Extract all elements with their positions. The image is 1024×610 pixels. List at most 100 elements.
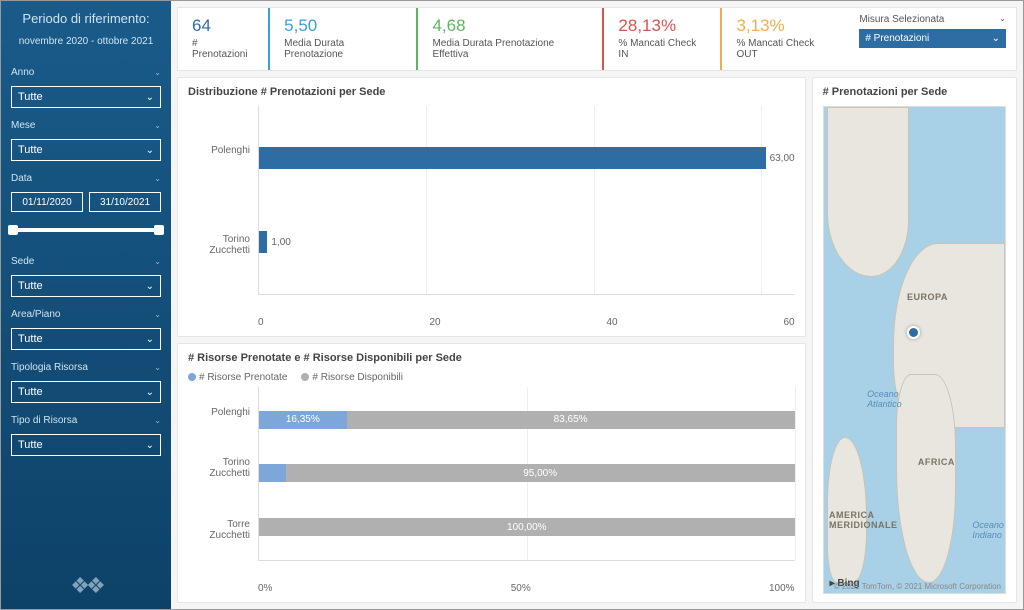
chevron-down-icon: ⌄: [154, 310, 161, 319]
map-view[interactable]: EUROPA AFRICA AMERICA MERIDIONALE Oceano…: [823, 106, 1006, 594]
filter-anno-label: Anno: [11, 67, 34, 78]
kpi-value: 28,13%: [618, 16, 706, 36]
kpi-bar: 64# Prenotazioni5,50Media Durata Prenota…: [177, 7, 1017, 71]
chart-axis-tick: 50%: [511, 583, 531, 594]
map-panel: # Prenotazioni per Sede EUROPA AFRICA AM…: [812, 77, 1017, 603]
chevron-down-icon: ⌄: [146, 440, 154, 451]
kpi-value: 64: [192, 16, 254, 36]
chevron-down-icon: ⌄: [146, 92, 154, 103]
chevron-down-icon: ⌄: [154, 257, 161, 266]
map-label-america: AMERICA MERIDIONALE: [829, 510, 898, 530]
chart-axis-tick: 20: [429, 317, 440, 328]
kpi-card: 28,13%% Mancati Check IN: [602, 8, 720, 70]
chart-category-label: Polenghi: [188, 407, 250, 418]
chart-segment-prenotate: 16,35%: [259, 411, 347, 429]
chart-stacked-bar[interactable]: 95,00%: [259, 464, 795, 482]
map-label-europa: EUROPA: [907, 292, 948, 302]
chart-axis-tick: 40: [606, 317, 617, 328]
measure-selector: Misura Selezionata ⌄ # Prenotazioni⌄: [849, 8, 1016, 70]
filter-sede-label: Sede: [11, 256, 34, 267]
chart-bar-row: 1,00: [259, 222, 795, 262]
main-content: 64# Prenotazioni5,50Media Durata Prenota…: [171, 1, 1023, 609]
filter-mese-label: Mese: [11, 120, 35, 131]
kpi-value: 5,50: [284, 16, 402, 36]
period-title: Periodo di riferimento:: [11, 11, 161, 26]
chevron-down-icon: ⌄: [154, 416, 161, 425]
measure-selector-label: Misura Selezionata: [859, 14, 944, 25]
chart-distribuzione-title: Distribuzione # Prenotazioni per Sede: [188, 86, 795, 98]
chart-axis-tick: 100%: [769, 583, 795, 594]
chart-stacked-bar[interactable]: 100,00%: [259, 518, 795, 536]
chart-risorse-panel: # Risorse Prenotate e # Risorse Disponib…: [177, 343, 806, 603]
chart-segment-disponibili: 83,65%: [347, 411, 795, 429]
chart-distribuzione-panel: Distribuzione # Prenotazioni per Sede Po…: [177, 77, 806, 337]
kpi-value: 3,13%: [736, 16, 835, 36]
legend-item: # Risorse Disponibili: [301, 372, 403, 383]
chevron-down-icon: ⌄: [154, 363, 161, 372]
filter-area-label: Area/Piano: [11, 309, 60, 320]
filter-area-select[interactable]: Tutte⌄: [11, 328, 161, 350]
chart-bar[interactable]: [259, 147, 766, 169]
filter-sede-select[interactable]: Tutte⌄: [11, 275, 161, 297]
chevron-down-icon: ⌄: [146, 334, 154, 345]
filter-tipo-label: Tipo di Risorsa: [11, 415, 77, 426]
chart-axis-tick: 0%: [258, 583, 272, 594]
chart-category-label: Torino Zucchetti: [188, 457, 250, 479]
filter-tipo-select[interactable]: Tutte⌄: [11, 434, 161, 456]
chevron-down-icon: ⌄: [154, 68, 161, 77]
chart-segment-disponibili: 95,00%: [286, 464, 795, 482]
filter-mese-select[interactable]: Tutte⌄: [11, 139, 161, 161]
date-to-input[interactable]: 31/10/2021: [89, 192, 161, 212]
chart-stacked-bar[interactable]: 16,35%83,65%: [259, 411, 795, 429]
chevron-down-icon: ⌄: [154, 174, 161, 183]
chart-category-label: Torre Zucchetti: [188, 519, 250, 541]
map-label-indiano: Oceano Indiano: [972, 520, 1004, 540]
chart-bar[interactable]: [259, 231, 267, 253]
map-landmass: [896, 374, 956, 583]
kpi-card: 3,13%% Mancati Check OUT: [720, 8, 849, 70]
chart-bar-row: 16,35%83,65%: [259, 406, 795, 434]
filter-data-label: Data: [11, 173, 32, 184]
map-landmass: [827, 107, 909, 277]
chart-segment-prenotate: [259, 464, 286, 482]
kpi-label: Media Durata Prenotazione: [284, 38, 402, 60]
map-label-africa: AFRICA: [918, 457, 955, 467]
chevron-down-icon: ⌄: [999, 14, 1006, 25]
chart-bar-row: 63,00: [259, 138, 795, 178]
chart-bar-value: 63,00: [770, 153, 795, 164]
map-title: # Prenotazioni per Sede: [823, 86, 1006, 98]
chevron-down-icon: ⌄: [146, 281, 154, 292]
kpi-label: % Mancati Check IN: [618, 38, 706, 60]
chart-category-label: Polenghi: [188, 145, 250, 156]
date-from-input[interactable]: 01/11/2020: [11, 192, 83, 212]
kpi-card: 64# Prenotazioni: [178, 8, 268, 70]
map-marker[interactable]: [907, 326, 920, 339]
chevron-down-icon: ⌄: [992, 33, 1000, 44]
kpi-value: 4,68: [432, 16, 588, 36]
kpi-label: Media Durata Prenotazione Effettiva: [432, 38, 588, 60]
sidebar-filters: Periodo di riferimento: novembre 2020 - …: [1, 1, 171, 609]
chart-axis-tick: 0: [258, 317, 264, 328]
kpi-label: % Mancati Check OUT: [736, 38, 835, 60]
chart-axis-tick: 60: [783, 317, 794, 328]
chevron-down-icon: ⌄: [146, 145, 154, 156]
filter-anno-select[interactable]: Tutte⌄: [11, 86, 161, 108]
brand-logo-icon: ❖❖: [11, 573, 161, 599]
chart-segment-disponibili: 100,00%: [259, 518, 795, 536]
kpi-card: 5,50Media Durata Prenotazione: [268, 8, 416, 70]
period-sub: novembre 2020 - ottobre 2021: [11, 36, 161, 47]
date-range-slider[interactable]: [11, 228, 161, 232]
map-label-atlantico: Oceano Atlantico: [867, 389, 902, 409]
legend-item: # Risorse Prenotate: [188, 372, 287, 383]
kpi-card: 4,68Media Durata Prenotazione Effettiva: [416, 8, 602, 70]
measure-selector-dropdown[interactable]: # Prenotazioni⌄: [859, 29, 1006, 48]
chart-bar-row: 95,00%: [259, 459, 795, 487]
chevron-down-icon: ⌄: [146, 387, 154, 398]
filter-tipologia-select[interactable]: Tutte⌄: [11, 381, 161, 403]
map-attribution: © 2021 TomTom, © 2021 Microsoft Corporat…: [834, 582, 1001, 591]
filter-tipologia-label: Tipologia Risorsa: [11, 362, 88, 373]
chevron-down-icon: ⌄: [154, 121, 161, 130]
chart-risorse-title: # Risorse Prenotate e # Risorse Disponib…: [188, 352, 795, 364]
kpi-label: # Prenotazioni: [192, 38, 254, 60]
chart-category-label: Torino Zucchetti: [188, 234, 250, 256]
